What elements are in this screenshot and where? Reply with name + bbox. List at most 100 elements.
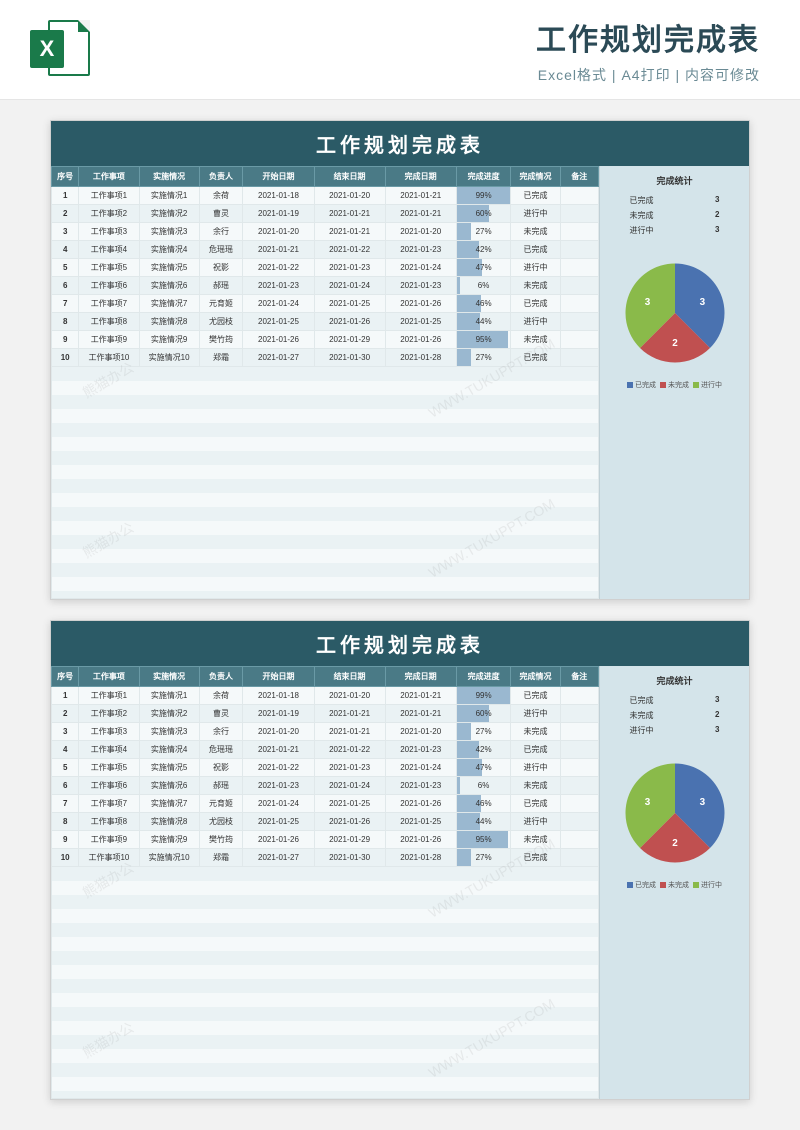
cell-impl: 实施情况5: [139, 259, 199, 277]
cell-no: 5: [52, 259, 79, 277]
col-header: 完成进度: [456, 167, 511, 187]
cell-end: 2021-01-20: [314, 187, 385, 205]
cell-note: [560, 813, 598, 831]
table-row: 7 工作事项7 实施情况7 元育姬 2021-01-24 2021-01-25 …: [52, 795, 599, 813]
cell-start: 2021-01-18: [243, 187, 314, 205]
cell-status: 已完成: [511, 349, 560, 367]
cell-progress: 6%: [456, 777, 511, 795]
cell-owner: 元育姬: [199, 295, 243, 313]
stats-side: 完成统计 已完成 3 未完成 2 进行中 3 323 已完成 未完成 进行中: [599, 166, 749, 599]
empty-rows: [51, 867, 599, 1099]
cell-task: 工作事项1: [79, 687, 139, 705]
cell-note: [560, 205, 598, 223]
preview-area: 工作规划完成表 序号工作事项实施情况负责人开始日期结束日期完成日期完成进度完成情…: [0, 100, 800, 1120]
table-row: 9 工作事项9 实施情况9 樊竹筠 2021-01-26 2021-01-29 …: [52, 831, 599, 849]
cell-note: [560, 849, 598, 867]
cell-impl: 实施情况10: [139, 349, 199, 367]
table-row: 1 工作事项1 实施情况1 余荷 2021-01-18 2021-01-20 2…: [52, 187, 599, 205]
stats-side: 完成统计 已完成 3 未完成 2 进行中 3 323 已完成 未完成 进行中: [599, 666, 749, 1099]
cell-owner: 危瑶瑶: [199, 741, 243, 759]
cell-progress: 6%: [456, 277, 511, 295]
legend-item: 未完成: [660, 880, 689, 890]
cell-end: 2021-01-23: [314, 259, 385, 277]
cell-owner: 郑霜: [199, 849, 243, 867]
col-header: 完成情况: [511, 167, 560, 187]
sheet-panel-1: 工作规划完成表 序号工作事项实施情况负责人开始日期结束日期完成日期完成进度完成情…: [50, 120, 750, 600]
cell-start: 2021-01-23: [243, 777, 314, 795]
stats-label: 未完成: [630, 210, 654, 221]
cell-note: [560, 259, 598, 277]
col-header: 开始日期: [243, 667, 314, 687]
sheet-title: 工作规划完成表: [51, 121, 749, 166]
cell-owner: 余行: [199, 723, 243, 741]
cell-status: 已完成: [511, 687, 560, 705]
stats-row: 进行中 3: [630, 225, 720, 236]
cell-no: 3: [52, 723, 79, 741]
cell-impl: 实施情况5: [139, 759, 199, 777]
cell-progress: 60%: [456, 205, 511, 223]
cell-progress: 44%: [456, 813, 511, 831]
legend-swatch: [693, 382, 699, 388]
cell-task: 工作事项10: [79, 849, 139, 867]
cell-note: [560, 313, 598, 331]
cell-task: 工作事项4: [79, 241, 139, 259]
cell-status: 已完成: [511, 741, 560, 759]
table-row: 8 工作事项8 实施情况8 尤园枝 2021-01-25 2021-01-26 …: [52, 313, 599, 331]
col-header: 负责人: [199, 667, 243, 687]
cell-owner: 樊竹筠: [199, 331, 243, 349]
col-header: 完成情况: [511, 667, 560, 687]
cell-status: 未完成: [511, 777, 560, 795]
cell-note: [560, 831, 598, 849]
cell-owner: 曹灵: [199, 705, 243, 723]
pie-slice-label: 2: [672, 838, 678, 849]
col-header: 序号: [52, 167, 79, 187]
cell-note: [560, 795, 598, 813]
cell-no: 8: [52, 813, 79, 831]
pie-legend: 已完成 未完成 进行中: [627, 880, 722, 890]
col-header: 实施情况: [139, 667, 199, 687]
pie-slice-label: 3: [699, 797, 705, 808]
cell-done: 2021-01-21: [385, 705, 456, 723]
table-row: 6 工作事项6 实施情况6 郝瑶 2021-01-23 2021-01-24 2…: [52, 777, 599, 795]
cell-status: 已完成: [511, 295, 560, 313]
col-header: 完成日期: [385, 167, 456, 187]
cell-task: 工作事项10: [79, 349, 139, 367]
stats-row: 未完成 2: [630, 210, 720, 221]
cell-no: 2: [52, 205, 79, 223]
cell-start: 2021-01-18: [243, 687, 314, 705]
cell-start: 2021-01-26: [243, 831, 314, 849]
cell-impl: 实施情况2: [139, 205, 199, 223]
cell-note: [560, 295, 598, 313]
stats-label: 进行中: [630, 225, 654, 236]
table-row: 3 工作事项3 实施情况3 余行 2021-01-20 2021-01-21 2…: [52, 723, 599, 741]
cell-impl: 实施情况8: [139, 313, 199, 331]
cell-impl: 实施情况7: [139, 795, 199, 813]
cell-note: [560, 723, 598, 741]
stats-value: 2: [715, 210, 719, 221]
cell-no: 9: [52, 331, 79, 349]
cell-impl: 实施情况4: [139, 241, 199, 259]
sheet-panel-2: 工作规划完成表 序号工作事项实施情况负责人开始日期结束日期完成日期完成进度完成情…: [50, 620, 750, 1100]
stats-row: 已完成 3: [630, 195, 720, 206]
pie-slice-label: 3: [644, 297, 650, 308]
cell-status: 未完成: [511, 331, 560, 349]
cell-progress: 42%: [456, 741, 511, 759]
table-area: 序号工作事项实施情况负责人开始日期结束日期完成日期完成进度完成情况备注 1 工作…: [51, 666, 599, 1099]
plan-table: 序号工作事项实施情况负责人开始日期结束日期完成日期完成进度完成情况备注 1 工作…: [51, 666, 599, 867]
cell-done: 2021-01-21: [385, 187, 456, 205]
cell-end: 2021-01-24: [314, 777, 385, 795]
cell-owner: 郝瑶: [199, 777, 243, 795]
cell-done: 2021-01-20: [385, 723, 456, 741]
cell-owner: 郑霜: [199, 349, 243, 367]
pie-wrap: 323: [620, 758, 730, 870]
cell-status: 已完成: [511, 187, 560, 205]
stats-value: 3: [715, 695, 719, 706]
cell-start: 2021-01-19: [243, 705, 314, 723]
cell-task: 工作事项8: [79, 813, 139, 831]
cell-task: 工作事项2: [79, 705, 139, 723]
cell-owner: 曹灵: [199, 205, 243, 223]
table-row: 5 工作事项5 实施情况5 祝影 2021-01-22 2021-01-23 2…: [52, 259, 599, 277]
cell-start: 2021-01-22: [243, 259, 314, 277]
cell-end: 2021-01-26: [314, 313, 385, 331]
col-header: 实施情况: [139, 167, 199, 187]
